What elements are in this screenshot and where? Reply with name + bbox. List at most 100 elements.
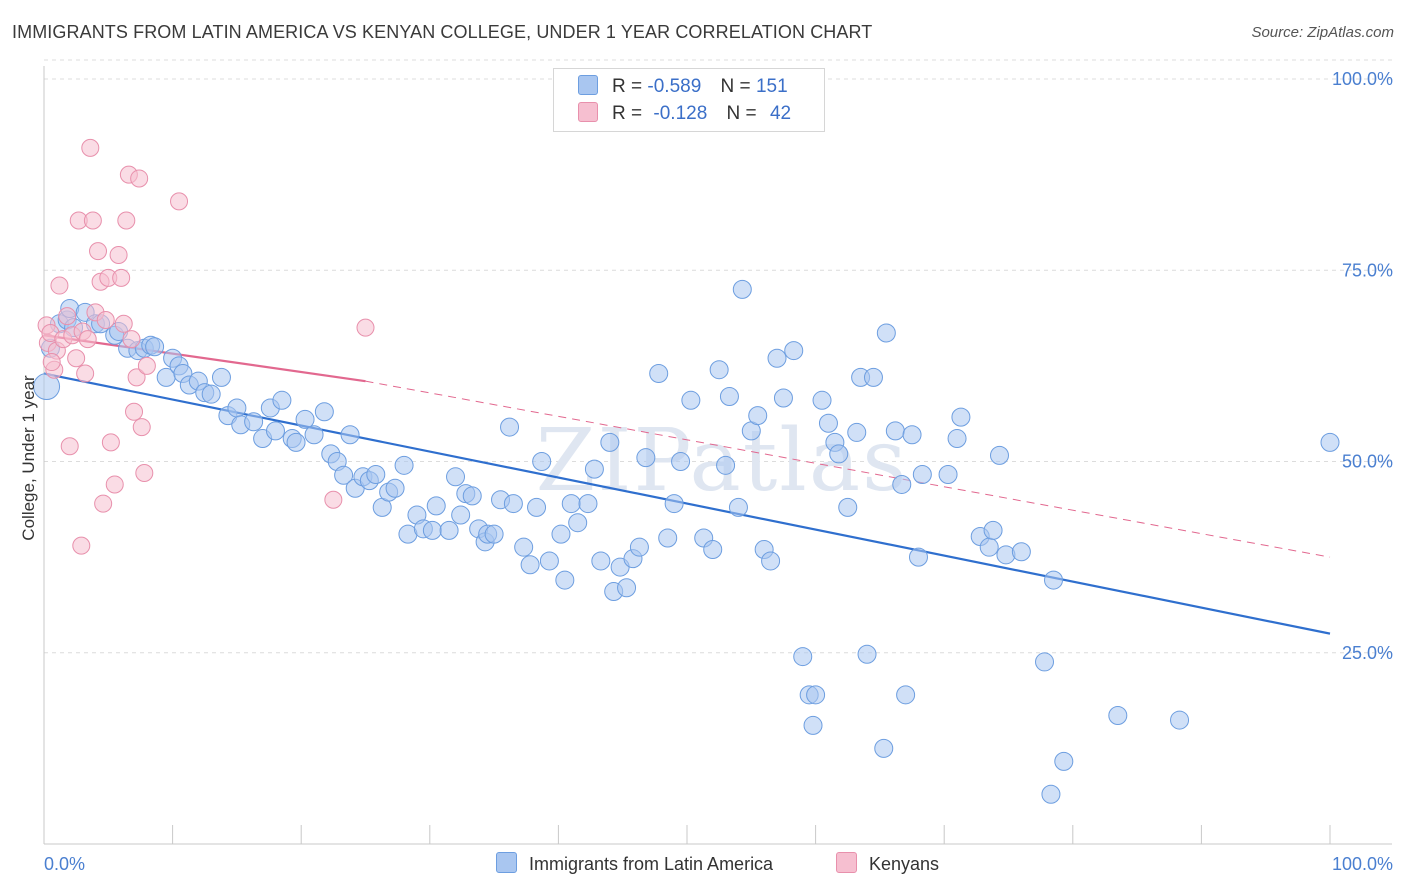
data-point-latin-america: [863, 367, 883, 387]
data-point-latin-america: [857, 644, 877, 664]
data-point-latin-america: [244, 412, 264, 432]
data-point-latin-america: [1054, 751, 1074, 771]
data-point-latin-america: [527, 497, 547, 517]
data-point-latin-america: [578, 494, 598, 514]
data-point-latin-america: [532, 452, 552, 471]
data-point-latin-america: [446, 467, 466, 487]
data-point-latin-america: [584, 459, 604, 479]
data-point-latin-america: [989, 445, 1009, 465]
data-point-latin-america: [1170, 710, 1190, 730]
data-point-latin-america: [265, 421, 285, 441]
data-point-kenyans: [67, 349, 86, 368]
y-tick-label: 25.0%: [1342, 643, 1393, 663]
data-point-latin-america: [947, 429, 967, 449]
data-point-latin-america: [748, 406, 768, 426]
data-point-latin-america: [555, 570, 575, 590]
gridlines: [44, 59, 1392, 654]
data-point-latin-america: [286, 432, 306, 452]
data-point-latin-america: [295, 409, 315, 429]
data-point-kenyans: [89, 242, 108, 261]
data-point-latin-america: [908, 547, 928, 567]
bottom-legend-kenyans: Kenyans: [836, 852, 939, 875]
chart-title: IMMIGRANTS FROM LATIN AMERICA VS KENYAN …: [12, 22, 873, 42]
data-point-latin-america: [591, 551, 611, 571]
data-point-kenyans: [78, 330, 97, 349]
data-point-kenyans: [127, 368, 146, 387]
data-point-latin-america: [617, 578, 637, 598]
data-point-latin-america: [681, 390, 701, 410]
series-latin-america-points: [33, 279, 1340, 804]
data-point-kenyans: [58, 307, 77, 326]
data-point-latin-america: [716, 455, 736, 475]
series-kenyans-points: [37, 138, 375, 555]
data-point-latin-america: [767, 348, 787, 368]
data-point-kenyans: [101, 433, 120, 452]
data-point-latin-america: [806, 685, 826, 705]
data-point-latin-america: [539, 551, 559, 571]
data-point-latin-america: [568, 513, 588, 533]
data-point-latin-america: [1035, 652, 1055, 672]
data-point-latin-america: [761, 551, 781, 571]
x-tick-label: 0.0%: [44, 854, 85, 874]
y-tick-label: 100.0%: [1332, 69, 1393, 89]
data-point-latin-america: [551, 524, 571, 544]
data-point-latin-america: [671, 452, 691, 471]
data-point-latin-america: [561, 494, 581, 514]
data-point-latin-america: [145, 337, 165, 357]
data-point-latin-america: [912, 465, 932, 485]
data-point-latin-america: [1108, 705, 1128, 725]
data-point-latin-america: [439, 520, 459, 540]
data-point-latin-america: [709, 360, 729, 380]
data-point-latin-america: [812, 390, 832, 410]
data-point-latin-america: [514, 537, 534, 557]
data-point-kenyans: [96, 310, 115, 329]
data-point-latin-america: [818, 413, 838, 433]
data-point-latin-america: [728, 497, 748, 517]
data-point-latin-america: [503, 494, 523, 514]
data-point-kenyans: [72, 536, 91, 555]
data-point-latin-america: [334, 465, 354, 485]
data-point-kenyans: [132, 418, 151, 437]
legend-r-value: -0.128: [653, 103, 708, 124]
trend-line-kenyans-extrapolated: [365, 380, 1331, 558]
data-point-latin-america: [793, 647, 813, 667]
data-point-latin-america: [1044, 570, 1064, 590]
data-point-kenyans: [125, 402, 144, 421]
data-point-latin-america: [314, 402, 334, 422]
y-tick-label: 75.0%: [1342, 260, 1393, 280]
data-point-latin-america: [876, 323, 896, 343]
data-point-latin-america: [874, 738, 894, 758]
data-point-kenyans: [122, 330, 141, 349]
data-point-kenyans: [83, 211, 102, 230]
legend-swatch-pink: [578, 102, 598, 122]
data-point-latin-america: [658, 528, 678, 548]
data-point-latin-america: [304, 425, 324, 445]
data-point-latin-america: [838, 497, 858, 517]
data-point-kenyans: [170, 192, 189, 211]
bottom-legend-label: Kenyans: [869, 854, 940, 874]
data-point-latin-america: [340, 425, 360, 445]
data-point-kenyans: [117, 211, 136, 230]
data-point-kenyans: [105, 475, 124, 494]
data-point-kenyans: [60, 437, 79, 456]
data-point-kenyans: [356, 318, 375, 337]
data-point-kenyans: [135, 463, 154, 482]
bottom-legend-swatch-blue: [496, 852, 517, 873]
data-point-latin-america: [773, 388, 793, 408]
data-point-latin-america: [600, 432, 620, 452]
data-point-latin-america: [892, 474, 912, 494]
data-point-kenyans: [42, 353, 61, 372]
data-point-latin-america: [1320, 432, 1340, 452]
data-point-kenyans: [50, 276, 69, 295]
bottom-legend-latin-america: Immigrants from Latin America: [496, 852, 773, 875]
data-point-latin-america: [885, 421, 905, 441]
data-point-latin-america: [422, 520, 442, 540]
correlation-legend: R = -0.589 N = 151 R = -0.128 N = 42: [553, 68, 825, 132]
source-credit: Source: ZipAtlas.com: [1251, 24, 1394, 41]
data-point-latin-america: [520, 555, 540, 575]
data-point-latin-america: [847, 422, 867, 442]
data-point-latin-america: [938, 465, 958, 485]
data-point-latin-america: [829, 444, 849, 464]
data-point-latin-america: [649, 364, 669, 384]
